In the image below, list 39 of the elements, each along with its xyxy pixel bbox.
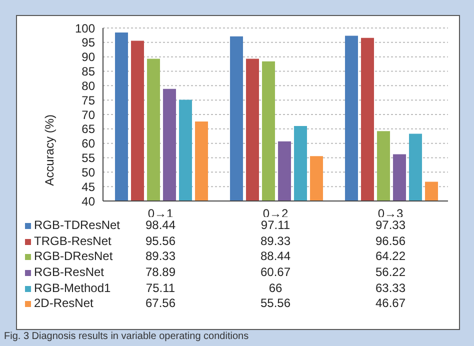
data-label: 96.56 [374,234,407,250]
y-tick-label: 50 [82,165,96,180]
legend-label: RGB-ResNet [34,265,104,281]
data-label: 46.67 [374,296,407,312]
y-tick-label: 70 [82,108,96,122]
data-label: 75.11 [146,280,176,295]
y-tick-label: 100 [74,21,96,36]
data-label: 78.89 [144,265,177,281]
legend-label: RGB-Method1 [34,280,111,296]
data-label: 97.33 [374,218,407,234]
data-label: 56.22 [374,265,407,281]
data-label: 67.56 [144,296,177,312]
data-label: 60.67 [259,265,292,281]
y-tick-label: 90 [82,50,96,64]
y-tick-label: 65 [82,122,96,136]
caption: Fig. 3 Diagnosis results in variable operating conditions [4,331,249,342]
data-label: 63.33 [374,280,407,296]
y-tick-label: 45 [82,180,96,194]
y-tick-label: 95 [82,36,96,50]
legend-label: 2D-ResNet [34,296,94,312]
data-label: 64.22 [374,249,407,266]
data-label: 98.44 [145,218,176,232]
data-label: 88.44 [259,249,292,266]
data-label: 89.33 [259,234,292,250]
data-label: 66 [268,280,284,296]
y-tick-label: 40 [82,194,96,208]
y-tick-label: 75 [82,93,96,108]
data-label: 55.56 [259,296,292,312]
data-label: 97.11 [260,218,292,234]
legend-label: RGB-DResNet [34,249,113,266]
legend-label: RGB-TDResNet [34,218,120,234]
y-tick-label: 55 [82,151,96,166]
legend-label: TRGB-ResNet [34,234,112,250]
y-tick-label: 60 [82,136,96,151]
y-axis-title: Accuracy (%) [42,114,56,186]
y-tick-label: 80 [82,78,96,93]
data-label: 95.56 [145,234,176,248]
y-tick-label: 85 [82,64,96,79]
data-label: 89.33 [145,249,176,264]
